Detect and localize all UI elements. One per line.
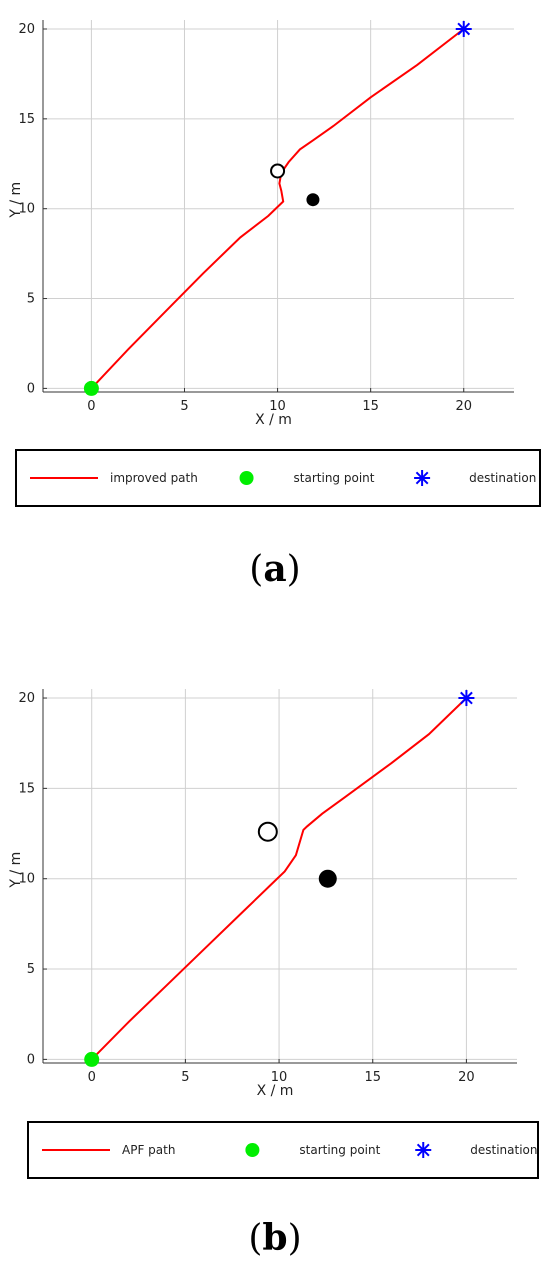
legend-label: destination xyxy=(469,471,536,485)
x-tick-label: 5 xyxy=(181,1070,189,1085)
obstacle-hollow xyxy=(270,163,286,179)
y-tick-label: 5 xyxy=(27,962,35,977)
y-tick-label: 5 xyxy=(27,292,35,307)
destination-marker xyxy=(455,20,472,37)
series-line xyxy=(90,697,468,1061)
start-point xyxy=(83,380,99,396)
x-tick-label: 15 xyxy=(364,1070,381,1085)
star-stroke xyxy=(415,471,429,485)
caption-open: ( xyxy=(249,549,264,590)
y-tick-label: 0 xyxy=(27,381,35,396)
chart-a: 0 5 10 15 20 0 5 10 15 20 X / m Y / m improved pa… xyxy=(8,20,541,507)
series-line xyxy=(90,28,465,390)
y-axis-label: Y / m xyxy=(8,182,24,219)
marks-b xyxy=(84,690,475,1067)
x-tick-label: 15 xyxy=(362,399,379,414)
x-tick-label: 20 xyxy=(458,1070,475,1085)
legend-start-swatch xyxy=(245,1143,260,1157)
legend-box xyxy=(27,1121,539,1179)
legend-label: destination xyxy=(470,1143,537,1157)
obstacle-hollow xyxy=(257,821,278,842)
caption-letter: a xyxy=(263,548,287,590)
legend-destination-swatch xyxy=(415,1142,432,1158)
chart-b: 0 5 10 15 20 0 5 10 15 20 X / m Y / m APF path sta… xyxy=(8,689,539,1179)
axes-a xyxy=(42,20,514,393)
star-stroke xyxy=(457,22,471,36)
x-tick-label: 20 xyxy=(455,399,472,414)
y-tick-label: 15 xyxy=(18,781,35,796)
obstacle-solid xyxy=(318,869,337,888)
caption-open: ( xyxy=(248,1218,263,1259)
y-axis-label: Y / m xyxy=(8,852,24,889)
legend-label: starting point xyxy=(294,471,375,485)
legend-label: improved path xyxy=(110,471,198,485)
legend-label: starting point xyxy=(299,1143,380,1157)
x-tick-label: 10 xyxy=(269,399,286,414)
x-tick-label: 0 xyxy=(87,399,95,414)
legend-a: improved path starting point destination xyxy=(15,449,541,507)
y-tick-label: 0 xyxy=(27,1052,35,1067)
y-tick-label: 10 xyxy=(18,202,35,217)
y-tick-label: 15 xyxy=(18,112,35,127)
x-tick-label: 10 xyxy=(271,1070,288,1085)
legend-start-swatch xyxy=(239,471,254,485)
x-tick-label: 5 xyxy=(180,399,188,414)
destination-marker xyxy=(458,690,475,707)
caption-close: ) xyxy=(286,549,301,590)
ticks-a: 0 5 10 15 20 0 5 10 15 20 xyxy=(18,22,472,414)
legend-destination-swatch xyxy=(414,470,431,486)
x-tick-label: 0 xyxy=(88,1070,96,1085)
x-axis-label: X / m xyxy=(257,1083,294,1099)
axes-b xyxy=(42,689,517,1064)
star-stroke xyxy=(460,691,473,705)
legend-box xyxy=(15,449,541,507)
y-tick-label: 20 xyxy=(18,691,35,706)
start-point xyxy=(84,1051,100,1067)
x-axis-label: X / m xyxy=(255,412,292,428)
caption-letter: b xyxy=(262,1217,288,1259)
marks-a xyxy=(83,20,472,396)
ticks-b: 0 5 10 15 20 0 5 10 15 20 xyxy=(18,691,474,1085)
caption-close: ) xyxy=(287,1218,302,1259)
panel-label-b: (b) xyxy=(0,1217,550,1259)
legend-label: APF path xyxy=(122,1143,175,1157)
y-tick-label: 20 xyxy=(18,22,35,37)
grid-b xyxy=(43,689,517,1063)
legend-b: APF path starting point destination xyxy=(27,1121,539,1179)
star-stroke xyxy=(416,1143,430,1157)
y-tick-label: 10 xyxy=(18,872,35,887)
obstacle-solid xyxy=(306,193,320,207)
grid-a xyxy=(43,20,514,392)
panel-label-a: (a) xyxy=(0,548,550,590)
